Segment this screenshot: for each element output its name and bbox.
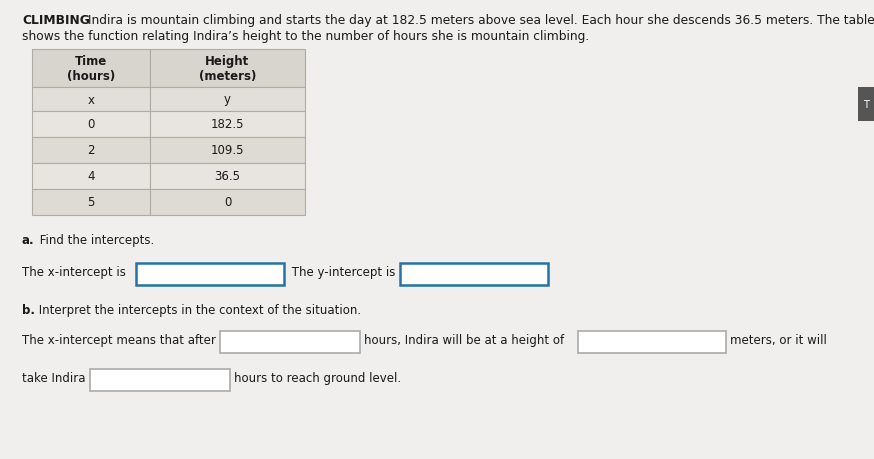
Text: shows the function relating Indira’s height to the number of hours she is mounta: shows the function relating Indira’s hei…: [22, 30, 589, 43]
Text: T: T: [863, 100, 869, 110]
Bar: [578, 331, 726, 353]
Text: Height
(meters): Height (meters): [198, 55, 256, 83]
Text: 0: 0: [87, 118, 94, 131]
Text: The x-intercept means that after: The x-intercept means that after: [22, 334, 216, 347]
Bar: [32, 190, 150, 216]
Text: The x-intercept is: The x-intercept is: [22, 266, 126, 279]
Text: x: x: [87, 93, 94, 106]
Bar: [32, 50, 150, 88]
Text: a.: a.: [22, 234, 35, 246]
Bar: [400, 263, 548, 285]
Bar: [90, 369, 230, 391]
Text: 109.5: 109.5: [211, 144, 244, 157]
Bar: [150, 164, 305, 190]
Text: CLIMBING: CLIMBING: [22, 14, 90, 27]
Text: 2: 2: [87, 144, 94, 157]
Text: Time
(hours): Time (hours): [67, 55, 115, 83]
Bar: [858, 88, 874, 122]
Text: The y-intercept is: The y-intercept is: [288, 266, 395, 279]
Text: 4: 4: [87, 170, 94, 183]
Bar: [32, 88, 150, 112]
Text: 182.5: 182.5: [211, 118, 244, 131]
Text: Interpret the intercepts in the context of the situation.: Interpret the intercepts in the context …: [35, 303, 361, 316]
Bar: [150, 190, 305, 216]
Bar: [150, 88, 305, 112]
Text: b.: b.: [22, 303, 35, 316]
Bar: [136, 263, 284, 285]
Bar: [220, 331, 360, 353]
Text: meters, or it will: meters, or it will: [730, 334, 827, 347]
Bar: [32, 164, 150, 190]
Text: Find the intercepts.: Find the intercepts.: [36, 234, 154, 246]
Bar: [150, 138, 305, 164]
Bar: [150, 50, 305, 88]
Text: y: y: [224, 93, 231, 106]
Bar: [32, 112, 150, 138]
Bar: [150, 112, 305, 138]
Bar: [32, 138, 150, 164]
Text: 5: 5: [87, 196, 94, 209]
Text: take Indira: take Indira: [22, 372, 86, 385]
Text: 0: 0: [224, 196, 232, 209]
Text: hours to reach ground level.: hours to reach ground level.: [234, 372, 401, 385]
Text: 36.5: 36.5: [214, 170, 240, 183]
Text: Indira is mountain climbing and starts the day at 182.5 meters above sea level. : Indira is mountain climbing and starts t…: [84, 14, 874, 27]
Text: hours, Indira will be at a height of: hours, Indira will be at a height of: [364, 334, 564, 347]
